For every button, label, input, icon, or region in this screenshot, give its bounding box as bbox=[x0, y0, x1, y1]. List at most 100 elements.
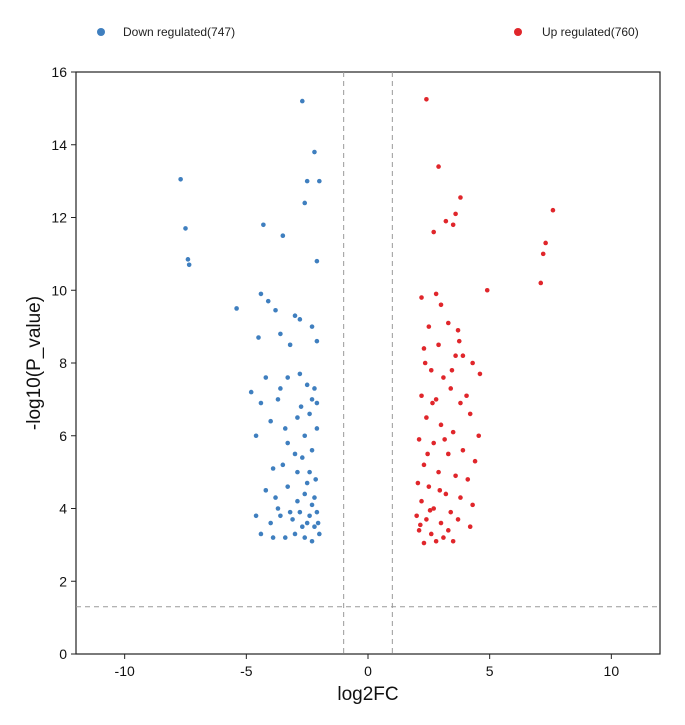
data-point bbox=[438, 520, 444, 526]
data-point bbox=[460, 353, 466, 359]
data-point bbox=[295, 469, 300, 475]
data-point bbox=[453, 211, 458, 217]
data-point bbox=[433, 397, 439, 402]
data-point bbox=[441, 535, 446, 540]
data-point bbox=[312, 386, 317, 391]
threshold-lines bbox=[76, 72, 660, 654]
data-point bbox=[290, 517, 295, 522]
data-point bbox=[287, 509, 293, 515]
data-point bbox=[431, 229, 437, 235]
data-point bbox=[458, 195, 463, 200]
x-tick-label: -5 bbox=[240, 663, 253, 679]
data-point bbox=[446, 528, 451, 533]
data-point bbox=[436, 342, 441, 348]
data-point bbox=[437, 488, 443, 493]
data-point bbox=[258, 531, 264, 537]
data-point bbox=[421, 540, 427, 546]
plot-frame bbox=[75, 71, 661, 655]
x-axis: -10 -5 0 5 10 bbox=[115, 654, 619, 679]
data-point bbox=[460, 448, 466, 453]
y-axis-title: -log10(P_value) bbox=[24, 296, 45, 430]
data-point bbox=[416, 528, 422, 533]
data-point bbox=[455, 327, 461, 333]
data-point bbox=[426, 484, 432, 489]
data-point bbox=[312, 149, 317, 155]
data-point bbox=[314, 338, 320, 344]
data-point bbox=[424, 517, 429, 522]
data-point bbox=[302, 491, 308, 497]
data-point bbox=[278, 331, 283, 337]
data-point bbox=[448, 386, 454, 391]
data-point bbox=[464, 393, 469, 399]
data-point bbox=[183, 226, 188, 231]
data-point bbox=[470, 502, 475, 508]
data-point bbox=[436, 469, 441, 475]
data-point bbox=[431, 440, 437, 446]
data-point bbox=[425, 451, 430, 457]
data-point bbox=[424, 415, 429, 420]
y-tick-label: 14 bbox=[51, 137, 67, 153]
data-point bbox=[458, 495, 463, 500]
data-point bbox=[442, 437, 447, 442]
data-point bbox=[443, 491, 449, 497]
data-point bbox=[304, 178, 310, 184]
data-point bbox=[443, 218, 449, 224]
x-axis-title: log2FC bbox=[337, 684, 398, 705]
data-point bbox=[304, 480, 310, 486]
data-point bbox=[433, 291, 439, 297]
data-point bbox=[467, 411, 473, 417]
data-point bbox=[422, 360, 428, 366]
y-tick-label: 12 bbox=[51, 210, 67, 226]
data-point bbox=[317, 178, 322, 184]
data-point bbox=[476, 433, 482, 439]
data-point bbox=[307, 469, 312, 475]
data-point bbox=[450, 538, 456, 544]
data-point bbox=[297, 509, 303, 515]
data-point bbox=[234, 306, 239, 311]
data-point bbox=[424, 96, 429, 102]
data-point bbox=[430, 400, 435, 406]
data-point bbox=[312, 524, 317, 529]
data-point bbox=[453, 473, 458, 479]
data-point bbox=[253, 433, 259, 439]
data-point bbox=[302, 200, 308, 206]
data-point bbox=[314, 426, 320, 431]
data-point bbox=[456, 338, 462, 344]
data-point bbox=[419, 498, 424, 504]
data-point bbox=[278, 386, 283, 391]
data-point bbox=[285, 440, 291, 446]
data-point bbox=[472, 458, 478, 464]
data-point bbox=[282, 535, 288, 540]
data-point bbox=[298, 404, 304, 409]
data-point bbox=[265, 298, 271, 304]
data-point bbox=[263, 375, 269, 380]
data-point bbox=[426, 324, 432, 329]
data-point bbox=[273, 495, 278, 500]
data-point bbox=[540, 251, 546, 257]
data-point bbox=[314, 258, 320, 264]
data-point bbox=[186, 262, 192, 268]
data-point bbox=[307, 411, 312, 417]
data-point bbox=[477, 371, 483, 377]
data-point bbox=[543, 240, 548, 246]
data-point bbox=[453, 353, 458, 359]
data-point bbox=[268, 418, 273, 424]
data-point bbox=[436, 164, 441, 169]
data-point bbox=[431, 506, 437, 511]
data-point bbox=[415, 480, 421, 486]
data-point bbox=[427, 508, 433, 513]
data-point bbox=[470, 360, 475, 366]
data-point bbox=[309, 502, 315, 508]
data-point bbox=[416, 437, 422, 442]
data-point bbox=[309, 538, 315, 544]
data-point bbox=[314, 509, 320, 515]
data-point bbox=[312, 495, 317, 500]
data-point bbox=[421, 346, 427, 351]
data-point bbox=[315, 520, 321, 526]
data-point bbox=[455, 517, 461, 522]
data-point bbox=[458, 400, 463, 406]
data-point bbox=[465, 477, 471, 482]
data-point bbox=[428, 531, 434, 537]
data-point bbox=[285, 375, 291, 380]
